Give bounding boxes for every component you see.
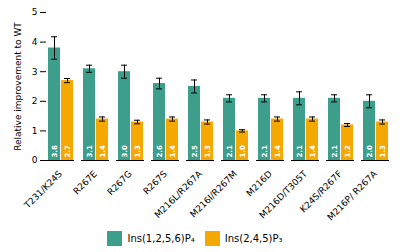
svg-text:5: 5 [32,7,38,17]
svg-text:2.5: 2.5 [191,145,199,158]
svg-text:4: 4 [32,37,38,47]
svg-text:1.0: 1.0 [239,145,247,158]
svg-text:1.3: 1.3 [204,145,212,158]
svg-text:T231/K24S: T231/K24S [22,169,64,211]
svg-text:2.1: 2.1 [261,145,269,158]
svg-text:R267S: R267S [141,169,169,197]
svg-text:2.7: 2.7 [64,145,72,158]
svg-text:3.0: 3.0 [121,145,129,158]
svg-text:1.4: 1.4 [309,145,317,158]
svg-text:1.4: 1.4 [274,145,282,158]
svg-text:1.3: 1.3 [379,145,387,158]
svg-text:1.3: 1.3 [134,145,142,158]
svg-text:1.4: 1.4 [169,145,177,158]
svg-text:Relative improvement to WT: Relative improvement to WT [13,22,23,151]
svg-text:M216D: M216D [244,169,274,199]
svg-text:1.4: 1.4 [99,145,107,158]
svg-text:3.1: 3.1 [86,145,94,158]
svg-text:2.0: 2.0 [366,145,374,158]
svg-text:3.8: 3.8 [51,145,59,158]
svg-text:3: 3 [32,67,38,77]
svg-text:R267G: R267G [105,169,134,198]
svg-text:2: 2 [32,96,38,106]
svg-text:M216L/R267A: M216L/R267A [152,168,204,220]
html-text:Ins(1,2,5,6)P₄: Ins(1,2,5,6)P₄ [127,233,195,244]
html-text:Ins(2,4,5)P₃: Ins(2,4,5)P₃ [224,233,283,244]
svg-text:1.2: 1.2 [344,145,352,158]
svg-text:R267E: R267E [71,168,99,196]
svg-text:1: 1 [32,126,38,136]
svg-text:K24S/R267F: K24S/R267F [298,168,344,215]
svg-text:0: 0 [32,155,38,165]
svg-text:M216D/T305T: M216D/T305T [257,168,309,220]
svg-text:2.1: 2.1 [296,145,304,158]
svg-text:2.6: 2.6 [156,145,164,158]
svg-text:M216P/ R267A: M216P/ R267A [325,168,379,222]
svg-text:2.1: 2.1 [331,145,339,158]
svg-text:2.1: 2.1 [226,145,234,158]
svg-text:M216I/R267M: M216I/R267M [188,169,239,220]
